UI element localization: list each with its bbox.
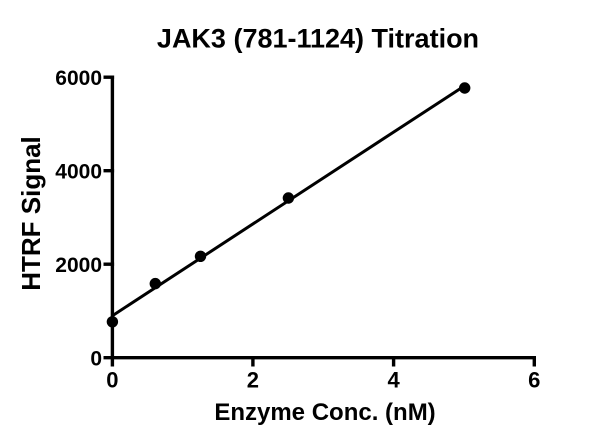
svg-text:Enzyme Conc. (nM): Enzyme Conc. (nM) — [214, 399, 435, 426]
svg-text:6: 6 — [528, 368, 540, 393]
svg-text:2: 2 — [247, 368, 259, 393]
svg-text:HTRF Signal: HTRF Signal — [16, 136, 46, 291]
svg-text:0: 0 — [106, 368, 118, 393]
svg-text:4000: 4000 — [55, 160, 102, 183]
svg-text:6000: 6000 — [55, 67, 102, 90]
svg-text:0: 0 — [90, 347, 102, 370]
svg-text:2000: 2000 — [55, 254, 102, 277]
svg-text:4: 4 — [387, 368, 400, 393]
svg-text:JAK3 (781-1124) Titration: JAK3 (781-1124) Titration — [157, 24, 479, 54]
